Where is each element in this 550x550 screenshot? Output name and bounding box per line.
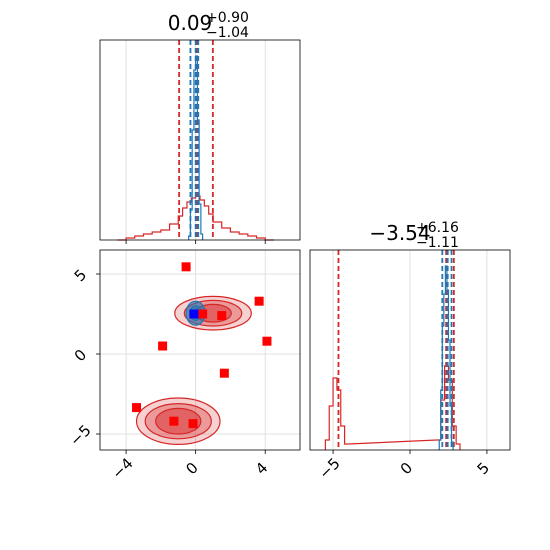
axes-frame: [99, 39, 301, 241]
y-tick-label: 5: [71, 266, 90, 285]
axes-frame: [99, 249, 301, 451]
param-1-title-upper: +0.90: [206, 10, 249, 26]
x-tick-label: −5: [315, 454, 343, 482]
y-tick-label: −5: [66, 421, 94, 449]
scatter-marker: [169, 416, 179, 426]
param-2-title-lower: −1.11: [416, 235, 459, 251]
y-tick-label: 0: [71, 346, 90, 365]
scatter-marker: [262, 336, 272, 346]
scatter-marker: [189, 309, 199, 319]
joint-scatter-panel: −4 0 4 −5 0 5: [66, 249, 301, 483]
scatter-marker: [188, 419, 198, 429]
param-1-title-lower: −1.04: [206, 25, 249, 41]
scatter-marker: [254, 296, 264, 306]
x-tick-label: 4: [252, 459, 271, 478]
x-tick-label: 0: [182, 459, 201, 478]
param-1-series-1-histogram: [188, 55, 204, 240]
x-tick-label: −4: [108, 454, 136, 482]
marginal-histogram-param-2: −5 0 5 −3.54+6.16−1.11: [309, 220, 511, 483]
axes-frame: [309, 249, 511, 451]
param-2-title-value: −3.54: [369, 221, 430, 245]
scatter-marker: [132, 403, 142, 413]
marginal-histogram-param-1: 0.09+0.90−1.04: [99, 10, 301, 244]
x-tick-label: 0: [397, 459, 416, 478]
x-tick-label: 5: [474, 459, 493, 478]
scatter-marker: [219, 368, 229, 378]
scatter-marker: [217, 311, 227, 321]
param-2-series-0-histogram: [324, 365, 461, 450]
scatter-marker: [198, 309, 208, 319]
scatter-marker: [181, 262, 191, 272]
param-1-title-value: 0.09: [168, 11, 213, 35]
param-2-title-upper: +6.16: [416, 220, 459, 236]
scatter-marker: [158, 341, 168, 351]
